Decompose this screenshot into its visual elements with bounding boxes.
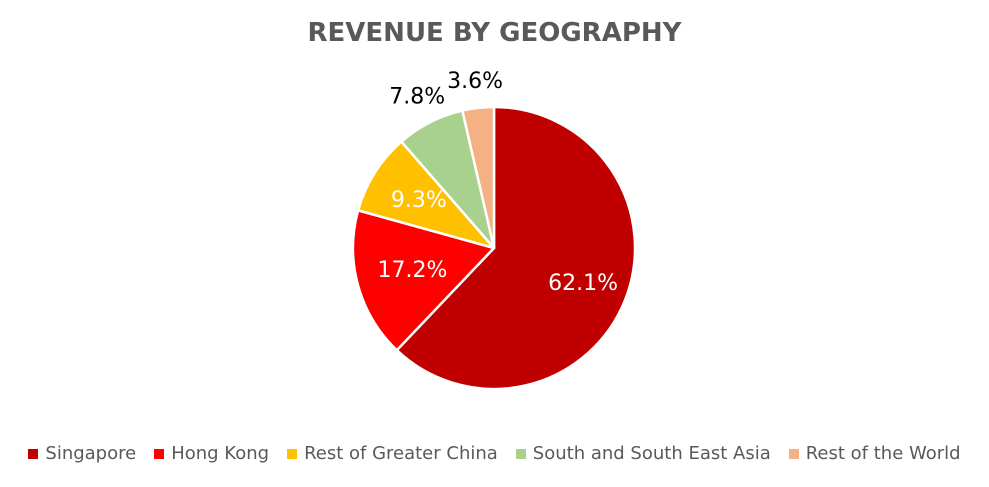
chart-legend: Singapore Hong Kong Rest of Greater China S… xyxy=(0,443,989,464)
legend-label: South and South East Asia xyxy=(532,443,771,464)
data-label-rest-of-the-world: 3.6% xyxy=(447,69,503,94)
data-label-south-and-south-east-asia: 7.8% xyxy=(389,85,445,110)
legend-swatch xyxy=(287,448,298,459)
legend-label: Rest of Greater China xyxy=(304,443,498,464)
legend-item-rest-of-the-world: Rest of the World xyxy=(788,443,961,464)
legend-label: Hong Kong xyxy=(171,443,270,464)
legend-item-hong-kong: Hong Kong xyxy=(154,443,269,464)
pie-slice-rest-of-greater-china xyxy=(356,140,496,250)
legend-swatch xyxy=(788,448,799,459)
legend-item-singapore: Singapore xyxy=(28,443,136,464)
data-label-hong-kong: 17.2% xyxy=(378,258,448,283)
legend-swatch xyxy=(28,448,39,459)
legend-label: Rest of the World xyxy=(805,443,961,464)
pie-slice-rest-of-the-world xyxy=(461,105,496,250)
pie-slice-singapore xyxy=(395,105,637,391)
chart-title: REVENUE BY GEOGRAPHY xyxy=(307,18,682,48)
legend-swatch xyxy=(154,448,165,459)
legend-swatch xyxy=(515,448,526,459)
legend-label: Singapore xyxy=(45,443,137,464)
legend-item-rest-of-greater-china: Rest of Greater China xyxy=(287,443,498,464)
data-label-singapore: 62.1% xyxy=(548,271,618,296)
legend-item-south-and-south-east-asia: South and South East Asia xyxy=(515,443,771,464)
data-label-rest-of-greater-china: 9.3% xyxy=(391,188,447,213)
pie-slice-hong-kong xyxy=(351,209,496,352)
